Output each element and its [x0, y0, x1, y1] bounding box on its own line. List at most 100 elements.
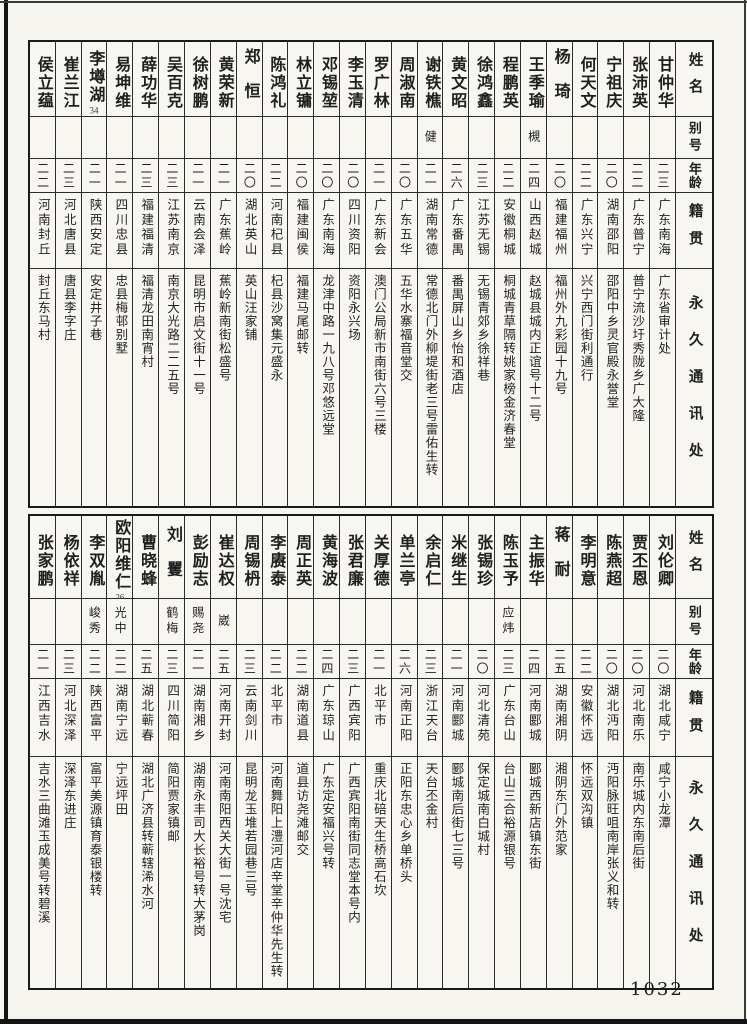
- person-address-cell: 昆明市启文街十一号: [184, 268, 210, 506]
- person-name: 刘伦卿: [654, 533, 672, 588]
- person-alias-cell: [443, 116, 469, 158]
- person-native-place: 河南封丘: [35, 198, 50, 257]
- entry-column: 周淑南 二〇 广东五华 五华水寨福音堂交: [390, 42, 417, 506]
- person-address: 郾城南后街七三号: [449, 762, 464, 870]
- entry-column: 杨琦 二〇 福建福州 福州外九彩园十九号: [545, 42, 572, 506]
- person-name: 宁祖庆: [603, 55, 621, 110]
- person-native-place: 山西赵城: [526, 198, 541, 257]
- person-native-place: 陕西安定: [87, 198, 102, 257]
- person-age-cell: 二三: [236, 644, 262, 678]
- person-address-cell: 英山汪家铺: [236, 268, 262, 506]
- person-native-place: 陕西富平: [87, 684, 102, 743]
- person-address-cell: 邵阳中乡灵官殿永誉堂: [598, 268, 624, 506]
- person-native-place: 河南杞县: [268, 198, 283, 257]
- person-native-place: 安徽桐城: [501, 198, 516, 257]
- person-age: 二一: [190, 161, 205, 190]
- person-age: 二二: [87, 647, 102, 676]
- person-age-cell: 二一: [184, 158, 210, 192]
- header-alias-cell: 别号: [676, 116, 712, 158]
- person-native-place-cell: 山西赵城: [520, 192, 546, 268]
- person-name: 程鹏英: [499, 55, 517, 110]
- person-address-cell: 河南南阳西关大街一号沈宅: [210, 756, 236, 988]
- person-age: 二二: [268, 647, 283, 676]
- person-alias-cell: [29, 598, 55, 644]
- person-alias-cell: 槻: [520, 116, 546, 158]
- person-name-cell: 张君廉: [340, 516, 365, 598]
- person-alias-cell: [650, 598, 675, 644]
- person-name: 王季瑜: [525, 55, 543, 110]
- roster-table-lower: 姓名 别号 年龄 籍贯 永久通讯处 刘伦卿 二〇 湖北咸宁 咸宁小龙潭: [28, 514, 714, 990]
- person-age: 二三: [61, 161, 76, 190]
- person-age: 二二: [294, 647, 309, 676]
- person-address-cell: 福州外九彩园十九号: [546, 268, 572, 506]
- person-age-cell: 二〇: [598, 158, 624, 192]
- person-age-cell: 二一: [443, 644, 469, 678]
- entry-column: 易坤维 二一 四川忠县 忠县梅邨别墅: [106, 42, 133, 506]
- entry-column: 宁祖庆 二〇 湖南邵阳 邵阳中乡灵官殿永誉堂: [597, 42, 624, 506]
- header-address-label: 永久通讯处: [686, 295, 703, 480]
- person-name: 欧阳维仁: [112, 519, 130, 591]
- entry-column: 陈鸿礼 二二 河南杞县 杞县沙窝集元盛永: [261, 42, 288, 506]
- person-alias-cell: 光中: [107, 598, 133, 644]
- person-name: 陈玉予: [499, 533, 517, 588]
- person-address-cell: 福建马尾邮转: [288, 268, 314, 506]
- person-name-cell: 彭励志: [185, 516, 210, 598]
- page-number: 1032: [630, 979, 684, 1000]
- person-age: 二二: [578, 647, 593, 676]
- person-native-place-cell: 湖北沔阳: [598, 678, 624, 756]
- person-age-cell: 二〇: [469, 644, 495, 678]
- person-native-place: 福建闽侯: [294, 198, 309, 257]
- person-address-cell: 保定城南白城村: [469, 756, 495, 988]
- person-address: 安定井子巷: [87, 274, 102, 342]
- person-age: 二五: [139, 647, 153, 676]
- person-age: 二一: [113, 161, 128, 190]
- person-name: 张沛英: [629, 55, 647, 110]
- person-name-cell: 侯立蕴: [30, 42, 55, 116]
- person-native-place-cell: 福建闽侯: [288, 192, 314, 268]
- person-age-cell: 二三: [469, 158, 495, 192]
- person-alias-cell: 赐尧: [184, 598, 210, 644]
- person-alias: 健: [423, 129, 438, 146]
- person-native-place-cell: 河北深泽: [55, 678, 81, 756]
- person-address-cell: 五华水寨福音堂交: [391, 268, 417, 506]
- person-alias-cell: [365, 116, 391, 158]
- person-native-place-cell: 湖北英山: [236, 192, 262, 268]
- person-age: 二〇: [319, 161, 334, 190]
- person-native-place: 江西吉水: [35, 684, 50, 743]
- person-address: 南京大光路二二五号: [165, 274, 180, 396]
- person-alias-cell: [391, 116, 417, 158]
- person-age-cell: 二三: [159, 644, 184, 678]
- person-native-place-cell: 福建福清: [133, 192, 159, 268]
- person-alias-cell: [572, 598, 598, 644]
- person-native-place-cell: 广东五华: [391, 192, 417, 268]
- person-native-place-cell: 江苏无锡: [469, 192, 495, 268]
- person-age-cell: 二三: [159, 158, 184, 192]
- person-native-place-cell: 广东新会: [365, 192, 391, 268]
- person-native-place: 云南会泽: [190, 198, 205, 257]
- person-address-cell: 广东省审计处: [650, 268, 675, 506]
- person-age: 二〇: [294, 161, 309, 190]
- person-age-cell: 二六: [391, 644, 417, 678]
- person-native-place: 河北唐县: [61, 198, 76, 257]
- person-name: 黄文昭: [448, 55, 466, 110]
- header-name-label: 姓名: [686, 52, 703, 106]
- entry-column: 单兰亭 二六 河南正阳 正阳东忠心乡单桥头: [390, 516, 417, 988]
- person-name-cell: 刘伦卿: [650, 516, 675, 598]
- person-address-cell: 广西宾阳南街同志堂本号内: [340, 756, 365, 988]
- person-native-place: 湖南邵阳: [604, 198, 619, 257]
- person-name-cell: 周正英: [288, 516, 313, 598]
- person-alias-cell: [340, 116, 365, 158]
- person-native-place: 四川简阳: [165, 684, 180, 743]
- person-age-cell: 二一: [365, 644, 391, 678]
- person-native-place-cell: 湖南湘乡: [184, 678, 210, 756]
- person-native-place: 广东南海: [320, 198, 335, 257]
- person-address-cell: 常德北门外柳堤街老三号雷佑生转: [417, 268, 443, 506]
- person-age: 二〇: [604, 161, 619, 190]
- person-address-cell: 封丘东马村: [29, 268, 55, 506]
- person-native-place-cell: 河南正阳: [391, 678, 417, 756]
- person-name: 吴百克: [163, 55, 181, 110]
- roster-table-upper: 姓名 别号 年龄 籍贯 永久通讯处 甘仲华 二三 广东南海 广东省审计处: [28, 40, 714, 508]
- person-address: 天台丕金村: [423, 762, 438, 830]
- person-name-cell: 单兰亭: [392, 516, 417, 598]
- person-native-place-cell: 四川资阳: [340, 192, 365, 268]
